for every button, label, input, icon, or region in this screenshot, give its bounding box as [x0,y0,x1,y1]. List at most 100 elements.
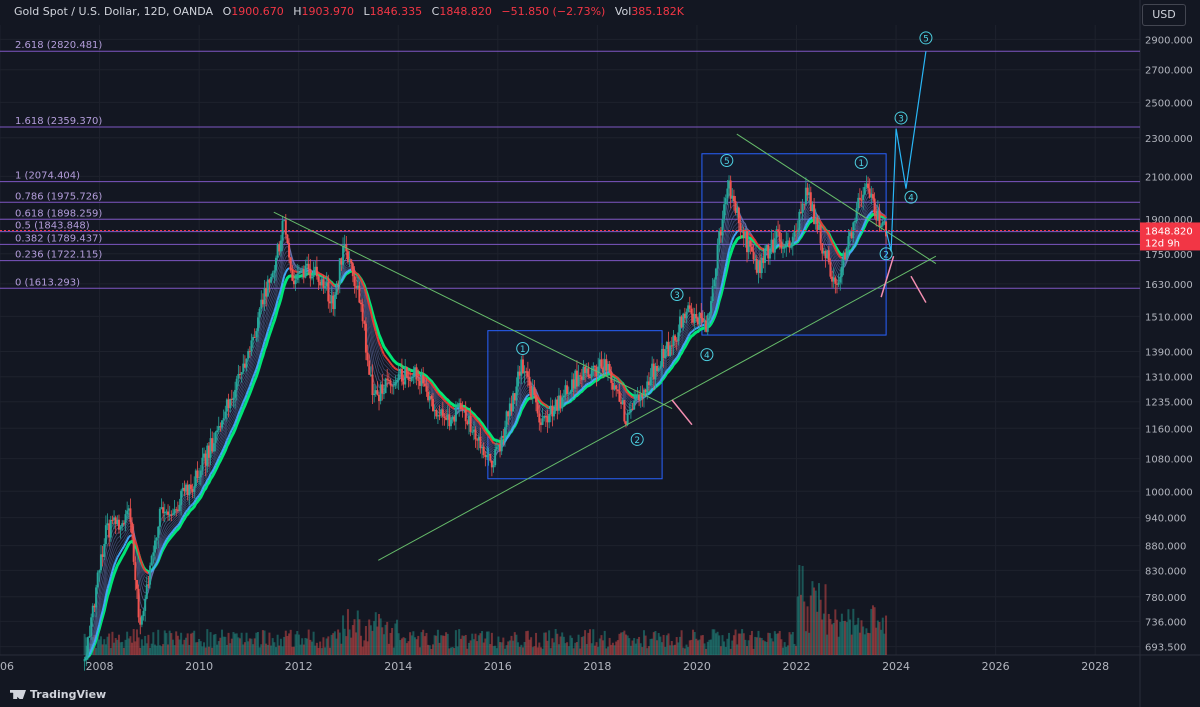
ma-trend-segment [484,431,488,435]
ma-trend-segment [672,359,676,363]
volume-bar [121,641,124,655]
tradingview-logo[interactable]: TradingView [10,688,106,701]
candle-body [283,220,286,222]
price-axis[interactable]: 2900.000 2700.000 2500.000 2300.000 2100.000… [0,35,1200,654]
volume-bar [642,630,645,655]
ma-trend-segment [648,391,652,395]
candle-body [356,285,359,288]
candle-body [562,395,565,398]
candle-body [590,369,593,378]
ma-trend-segment [438,394,442,398]
ma-trend-segment [250,377,255,383]
candle-body [456,406,459,408]
volume-bar [816,611,819,655]
ma-trend-segment [723,266,727,275]
candle-body [396,380,399,382]
volume-bar [409,632,412,655]
candle-body [314,266,317,271]
candle-body [749,240,752,247]
volume-bar [513,632,516,655]
candle-body [428,396,431,401]
volume-bar [574,642,577,655]
candle-body [584,366,587,373]
wave-label-text: 3 [898,114,904,124]
ma-trend-segment [373,325,377,332]
volume-bar [546,640,549,655]
open-label: O [222,5,232,18]
ma-trend-segment [857,233,861,238]
candle-body [868,188,871,198]
volume-bar [369,625,372,655]
candle-body [544,415,547,417]
fib-level-label: 2.618 (2820.481) [15,40,102,51]
volume-bar [793,643,796,655]
volume-bar [446,633,449,655]
candle-body [875,214,878,221]
ma-trend-segment [659,377,663,382]
volume-bar [245,632,248,655]
x-tick-label: 2022 [783,660,811,673]
candle-body [693,313,696,323]
volume-bar [193,630,196,655]
ma-trend-segment [854,241,858,247]
ma-trend-segment [386,358,390,362]
ma-trend-segment [270,316,274,322]
candle-body [685,311,688,319]
fibonacci-levels[interactable]: 2.618 (2820.481) 1.618 (2359.370) 1 (2074.… [0,40,1140,289]
candle-body [252,337,255,341]
volume-bar [206,629,209,655]
candle-body [589,377,592,379]
ma-trend-segment [139,558,143,565]
ma-trend-segment [175,524,179,528]
volume-bar [400,638,403,655]
candle-body [736,207,739,213]
candle-body [593,365,596,367]
currency-button[interactable]: USD [1142,4,1186,26]
candle-body [180,490,183,505]
candle-body [564,385,567,396]
volume-bar [607,646,610,655]
candle-body [327,282,330,302]
volume-bar [216,644,219,655]
ma-trend-segment [589,380,593,384]
volume-bar [760,638,763,655]
candle-body [629,409,632,413]
volume-bar [853,625,856,655]
y-tick-label: 2900.000 [1145,35,1193,46]
volume-bar [222,636,225,655]
candle-body [566,385,569,394]
volume-bar [328,647,331,655]
candle-body [230,398,233,401]
ma-trend-segment [203,483,207,487]
ma-trend-segment [831,241,835,247]
volume-bar [878,622,881,655]
y-tick-label: 1080.000 [1145,455,1193,466]
candle-body [764,249,767,263]
candle-body [335,283,338,295]
candle-body [286,234,289,244]
volume-bar [116,639,119,655]
y-tick-label: 780.000 [1145,593,1186,604]
candle-body [304,265,307,278]
volume-bar [598,638,601,655]
volume-bar [135,629,138,655]
ma-trend-segment [261,341,266,348]
ma-trend-segment [119,548,124,553]
volume-bar [343,628,346,655]
ma-trend-segment [185,509,189,513]
volume-bar [405,643,408,655]
volume-bar [832,622,835,655]
time-axis[interactable]: 2006 2008 2010 2012 2014 2016 2018 2020 2022 2024… [0,660,1109,673]
wave-projection[interactable] [885,51,927,252]
candle-body [755,259,758,273]
volume-bar [602,640,605,655]
volume-bar [762,640,765,655]
trendlines[interactable] [273,133,937,561]
volume-bar [584,630,587,655]
volume-bar [575,642,578,655]
volume-bar [283,636,286,655]
wave-label-circle [670,287,684,301]
volume-bar [871,605,874,655]
ma-trend-segment [208,473,212,479]
